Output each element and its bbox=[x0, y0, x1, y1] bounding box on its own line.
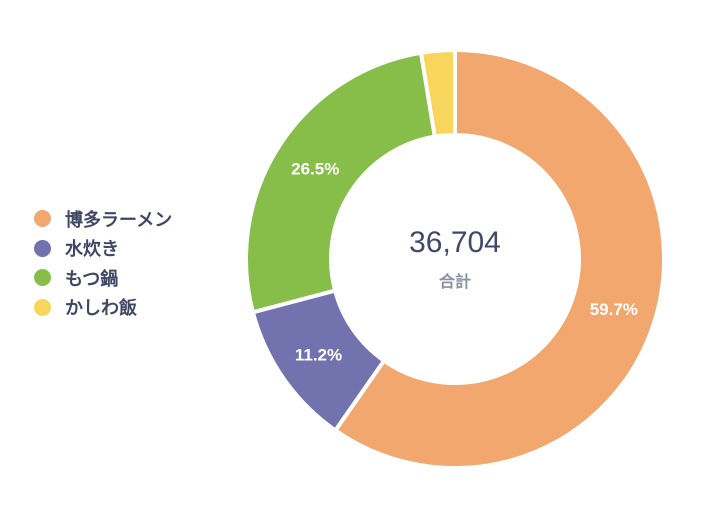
legend-label: かしわ飯 bbox=[65, 298, 137, 320]
legend-label: もつ鍋 bbox=[65, 268, 119, 290]
legend-item[interactable]: かしわ飯 bbox=[34, 293, 172, 323]
legend-item[interactable]: 水炊き bbox=[34, 234, 172, 264]
legend-item[interactable]: もつ鍋 bbox=[34, 263, 172, 293]
legend-label: 水炊き bbox=[65, 239, 119, 261]
legend-swatch bbox=[34, 269, 51, 287]
donut-slice[interactable] bbox=[332, 47, 666, 470]
legend-label: 博多ラーメン bbox=[65, 209, 173, 231]
legend-swatch bbox=[34, 210, 51, 228]
legend: 博多ラーメン 水炊き もつ鍋 かしわ飯 bbox=[34, 204, 172, 322]
slice-label: 26.5% bbox=[291, 159, 339, 178]
center-label: 合計 bbox=[438, 272, 471, 291]
center-total: 36,704 bbox=[409, 226, 501, 259]
donut-slice[interactable] bbox=[418, 47, 457, 139]
legend-swatch bbox=[34, 239, 51, 257]
donut-slice[interactable] bbox=[244, 50, 438, 315]
legend-swatch bbox=[34, 298, 51, 316]
slice-label: 59.7% bbox=[590, 300, 638, 319]
legend-item[interactable]: 博多ラーメン bbox=[34, 204, 172, 234]
slice-label: 11.2% bbox=[295, 345, 342, 364]
